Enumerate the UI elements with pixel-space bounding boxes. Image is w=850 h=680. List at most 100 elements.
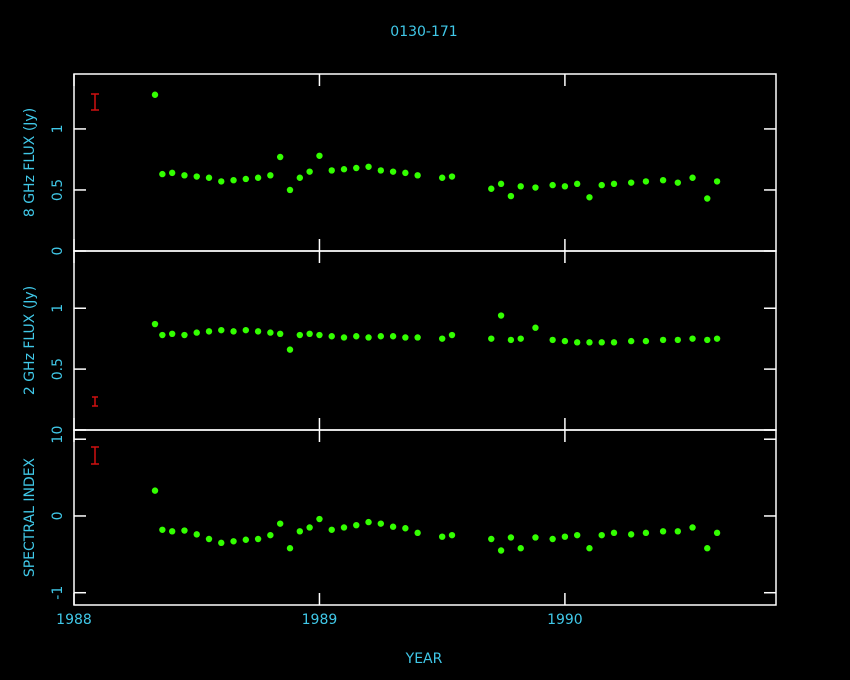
point <box>365 518 372 526</box>
point <box>488 535 495 543</box>
point <box>414 172 421 179</box>
point <box>414 334 421 341</box>
point <box>561 337 569 345</box>
point <box>507 192 515 200</box>
point <box>561 533 569 540</box>
point <box>713 178 721 185</box>
plot-frame <box>73 429 777 606</box>
point <box>674 179 682 186</box>
point <box>340 166 348 173</box>
point <box>377 167 385 174</box>
point <box>573 531 581 539</box>
y-tick-label: 0 <box>50 247 66 256</box>
point <box>497 312 505 319</box>
point <box>377 333 385 340</box>
point <box>205 535 213 543</box>
y-tick-label: 0 <box>50 512 66 521</box>
point <box>286 346 294 353</box>
point <box>659 528 667 535</box>
point <box>674 336 682 344</box>
point <box>689 174 696 181</box>
point <box>561 183 569 190</box>
point <box>181 331 188 339</box>
point <box>365 334 372 341</box>
point <box>377 520 385 527</box>
y-tick-label: 1 <box>50 304 66 313</box>
point <box>689 524 696 531</box>
point <box>328 333 335 340</box>
point <box>193 329 200 336</box>
point <box>414 529 421 537</box>
point <box>218 326 225 334</box>
point <box>586 545 593 552</box>
point <box>659 177 667 184</box>
point <box>353 521 360 529</box>
point <box>573 180 581 188</box>
point <box>365 163 372 170</box>
point <box>328 526 335 533</box>
point <box>438 533 446 540</box>
point <box>586 194 593 201</box>
point <box>296 331 304 339</box>
point <box>151 91 159 98</box>
point <box>610 339 618 346</box>
point <box>488 185 495 192</box>
point <box>704 195 711 202</box>
point <box>532 534 539 541</box>
point <box>296 174 304 181</box>
point <box>151 320 159 328</box>
point <box>402 525 409 532</box>
point <box>267 531 274 539</box>
x-axis-label: YEAR <box>405 651 443 667</box>
point <box>549 181 556 189</box>
point <box>497 547 505 554</box>
point <box>549 336 556 344</box>
point <box>438 335 446 342</box>
point <box>316 515 323 523</box>
y-tick-label: -1 <box>50 586 66 600</box>
point <box>642 337 650 345</box>
point <box>328 167 335 174</box>
point <box>193 531 200 538</box>
point <box>389 523 397 530</box>
point <box>389 333 397 340</box>
point <box>193 173 200 180</box>
point <box>402 334 409 341</box>
point <box>448 531 456 539</box>
point <box>532 184 539 191</box>
y-tick-label: 0 <box>50 426 66 435</box>
point <box>642 529 650 537</box>
point <box>151 487 159 494</box>
point <box>507 534 515 541</box>
point <box>353 164 360 172</box>
point <box>205 174 213 181</box>
y-tick-label: 0.5 <box>50 358 66 380</box>
point <box>517 545 524 552</box>
point <box>598 531 605 539</box>
point <box>610 529 618 537</box>
point <box>218 539 225 547</box>
point <box>627 337 635 345</box>
y-tick-label: 1 <box>50 124 66 133</box>
point <box>276 520 284 527</box>
point <box>517 335 524 342</box>
x-tick-label: 1990 <box>547 612 583 628</box>
chart-title: 0130-171 <box>390 24 457 40</box>
point <box>242 175 250 183</box>
point <box>306 524 313 531</box>
point <box>704 336 711 344</box>
y-axis-label: SPECTRAL INDEX <box>22 457 38 577</box>
point <box>306 168 313 175</box>
point <box>276 153 284 161</box>
point <box>181 527 188 534</box>
point <box>254 174 262 181</box>
point <box>659 336 667 344</box>
point <box>286 545 294 552</box>
point <box>316 331 323 339</box>
point <box>598 181 605 189</box>
point <box>610 180 618 188</box>
point <box>507 336 515 344</box>
point <box>316 152 323 159</box>
